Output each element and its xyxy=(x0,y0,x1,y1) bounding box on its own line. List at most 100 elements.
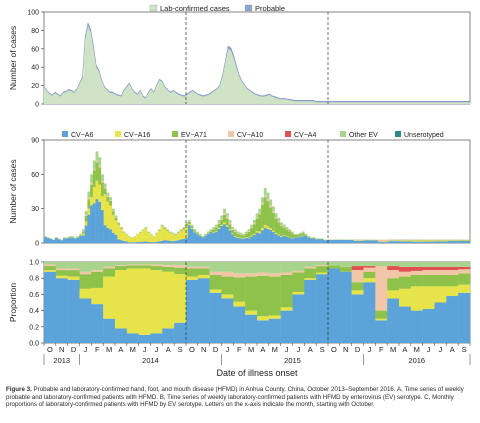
weekly-bar-segment xyxy=(225,213,229,217)
monthly-proportion-segment xyxy=(316,272,329,275)
monthly-proportion-segment xyxy=(292,272,305,292)
weekly-bar-segment xyxy=(266,199,270,202)
legend-label: CV−A10 xyxy=(237,132,263,139)
weekly-bar-segment xyxy=(87,214,91,244)
weekly-bar-segment xyxy=(274,217,278,219)
monthly-proportion-segment xyxy=(44,271,57,343)
weekly-bar-segment xyxy=(285,235,289,237)
monthly-proportion-segment xyxy=(103,266,116,269)
weekly-bar-segment xyxy=(429,241,433,243)
panel-a-ytick-label: 20 xyxy=(31,83,39,90)
weekly-bar-segment xyxy=(274,213,278,218)
weekly-bar-segment xyxy=(369,240,373,244)
weekly-bar-segment xyxy=(106,192,110,196)
weekly-bar-segment xyxy=(179,239,183,243)
weekly-bar-segment xyxy=(388,240,392,241)
weekly-bar-segment xyxy=(415,240,419,242)
monthly-proportion-segment xyxy=(55,262,68,269)
monthly-proportion-segment xyxy=(399,262,412,267)
monthly-proportion-segment xyxy=(162,262,175,266)
legend-swatch xyxy=(228,131,234,137)
weekly-bar-segment xyxy=(141,229,145,231)
weekly-bar-segment xyxy=(247,238,251,243)
weekly-bar-segment xyxy=(176,233,180,241)
monthly-proportion-segment xyxy=(186,268,199,277)
monthly-proportion-segment xyxy=(410,286,423,311)
monthly-proportion-segment xyxy=(363,262,376,267)
weekly-bar-segment xyxy=(147,241,151,243)
weekly-bar-segment xyxy=(138,232,142,242)
monthly-proportion-segment xyxy=(387,270,400,279)
weekly-bar-segment xyxy=(111,214,115,233)
weekly-bar-segment xyxy=(117,223,121,225)
month-tick-label: J xyxy=(226,345,230,354)
monthly-proportion-segment xyxy=(422,262,435,267)
weekly-bar-segment xyxy=(266,228,270,243)
weekly-bar-segment xyxy=(421,240,425,242)
weekly-bar-segment xyxy=(290,238,294,243)
weekly-bar-segment xyxy=(236,237,240,243)
weekly-bar-segment xyxy=(217,223,221,228)
weekly-bar-segment xyxy=(269,199,273,206)
monthly-proportion-segment xyxy=(103,268,116,277)
weekly-bar-segment xyxy=(361,240,365,243)
panel-c-ytick-label: 0.8 xyxy=(29,276,39,283)
panel-c-ytick-label: 0.6 xyxy=(29,292,39,299)
monthly-proportion-segment xyxy=(316,266,329,273)
monthly-proportion-segment xyxy=(221,262,234,272)
panel-a-ytick-label: 0 xyxy=(35,102,39,109)
monthly-proportion-segment xyxy=(55,268,68,271)
monthly-proportion-segment xyxy=(434,274,447,287)
monthly-proportion-segment xyxy=(245,310,258,315)
month-tick-label: S xyxy=(462,345,467,354)
weekly-bar-segment xyxy=(201,237,205,243)
monthly-proportion-segment xyxy=(446,286,459,297)
panel-c-ytick-label: 1.0 xyxy=(29,260,39,267)
monthly-proportion-segment xyxy=(174,265,187,268)
weekly-bar-segment xyxy=(138,241,142,243)
month-tick-label: S xyxy=(178,345,183,354)
month-tick-label: M xyxy=(130,345,136,354)
weekly-bar-segment xyxy=(263,188,267,196)
monthly-proportion-segment xyxy=(458,269,471,274)
weekly-bar-segment xyxy=(223,222,226,225)
month-tick-label: A xyxy=(450,345,455,354)
weekly-bar-segment xyxy=(98,201,102,243)
month-tick-label: M xyxy=(272,345,278,354)
weekly-bar-segment xyxy=(391,241,395,243)
weekly-bar-segment xyxy=(228,230,232,243)
monthly-proportion-segment xyxy=(126,265,139,269)
monthly-proportion-segment xyxy=(138,265,151,269)
monthly-proportion-segment xyxy=(197,262,210,267)
weekly-bar-segment xyxy=(252,220,256,224)
weekly-bar-segment xyxy=(122,240,126,243)
monthly-proportion-segment xyxy=(91,262,104,271)
monthly-proportion-segment xyxy=(434,302,447,343)
monthly-proportion-segment xyxy=(126,262,139,265)
weekly-bar-segment xyxy=(100,174,104,182)
panel-c-ytick-label: 0.0 xyxy=(29,341,39,348)
weekly-bar-segment xyxy=(372,240,376,244)
weekly-bar-segment xyxy=(331,239,335,243)
weekly-bar-segment xyxy=(114,217,118,218)
legend-swatch xyxy=(244,4,253,12)
weekly-bar-segment xyxy=(239,234,243,238)
weekly-bar-segment xyxy=(233,231,237,236)
weekly-bar-segment xyxy=(307,237,311,243)
monthly-proportion-segment xyxy=(197,268,210,275)
weekly-bar-segment xyxy=(277,235,281,243)
weekly-bar-segment xyxy=(212,226,216,229)
monthly-proportion-segment xyxy=(280,307,293,311)
monthly-proportion-segment xyxy=(375,310,388,319)
monthly-proportion-segment xyxy=(328,268,341,343)
weekly-bar-segment xyxy=(252,233,256,235)
weekly-bar-segment xyxy=(168,232,172,241)
month-tick-label: F xyxy=(237,345,242,354)
weekly-bar-segment xyxy=(258,231,262,234)
monthly-proportion-segment xyxy=(186,266,199,269)
weekly-bar-segment xyxy=(299,232,302,234)
weekly-bar-segment xyxy=(225,218,229,226)
weekly-bar-segment xyxy=(81,233,85,236)
weekly-bar-segment xyxy=(193,232,197,243)
monthly-proportion-segment xyxy=(186,279,199,343)
